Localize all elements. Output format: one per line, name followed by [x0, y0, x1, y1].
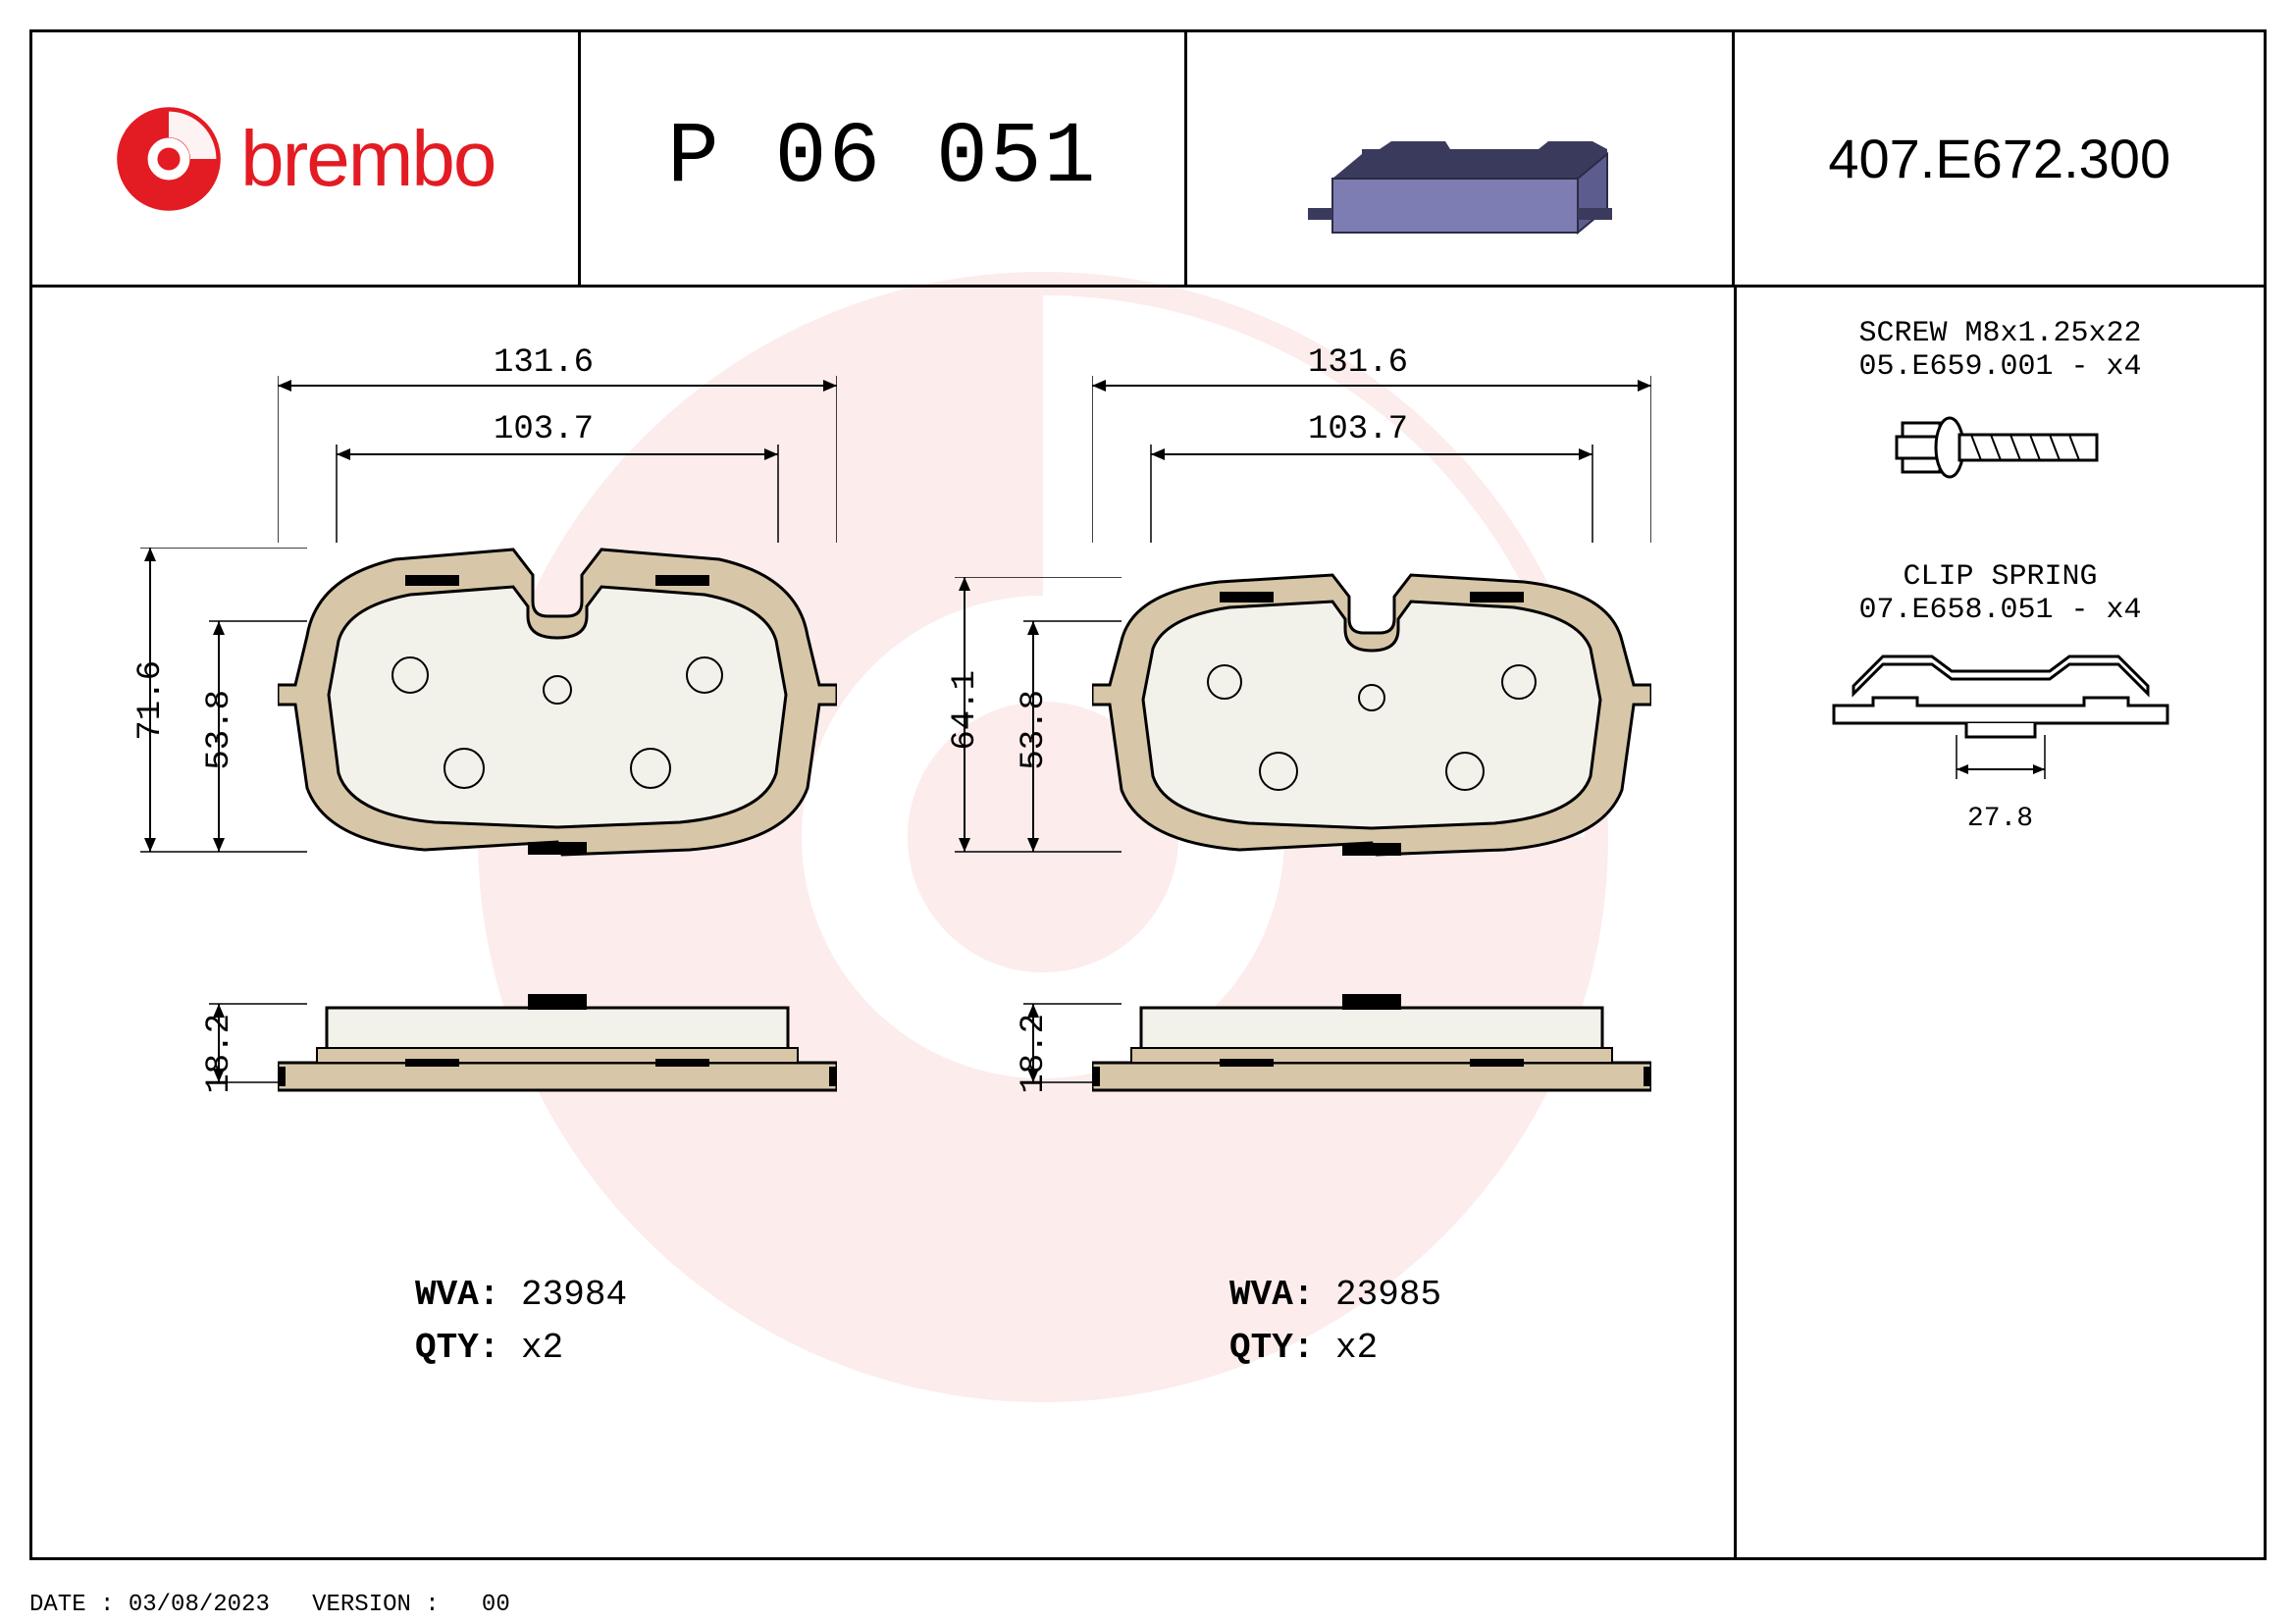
brembo-logo: brembo — [115, 105, 495, 213]
ref-code-cell: 407.E672.300 — [1735, 32, 2264, 285]
wva-label-right: WVA: — [1229, 1275, 1314, 1315]
pad-3d-render — [1254, 61, 1666, 257]
screw-block: SCREW M8x1.25x22 05.E659.001 - x4 — [1756, 317, 2244, 501]
part-number-cell: P 06 051 — [581, 32, 1187, 285]
clip-icon — [1814, 637, 2187, 794]
dim-w1-right: 131.6 — [1308, 344, 1408, 382]
logo-cell: brembo — [32, 32, 581, 285]
qty-label-left: QTY: — [415, 1328, 499, 1368]
doc-footer: DATE : 03/08/2023 VERSION : 00 — [29, 1592, 510, 1618]
brembo-mark-icon — [115, 105, 223, 213]
pad-side-right — [1092, 994, 1651, 1102]
dim-h2-left: 53.8 — [201, 690, 238, 770]
render-cell — [1187, 32, 1736, 285]
dim-t-left: 18.2 — [201, 1014, 238, 1094]
spec-right: WVA: 23985 QTY: x2 — [1229, 1269, 1441, 1375]
sidebar: SCREW M8x1.25x22 05.E659.001 - x4 CLIP S… — [1734, 288, 2264, 1560]
screw-code: 05.E659.001 - x4 — [1756, 350, 2244, 384]
dim-w2-left: 103.7 — [494, 411, 594, 448]
pad-face-left — [278, 548, 837, 862]
screw-title: SCREW M8x1.25x22 — [1756, 317, 2244, 350]
qty-right: x2 — [1335, 1328, 1378, 1368]
date-value: 03/08/2023 — [129, 1592, 270, 1618]
clip-width: 27.8 — [1756, 804, 2244, 834]
dim-t-right: 18.2 — [1016, 1014, 1053, 1094]
main-area: 131.6 103.7 71.6 53.8 — [32, 288, 2264, 1560]
clip-block: CLIP SPRING 07.E658.051 - x4 27.8 — [1756, 560, 2244, 834]
ref-code: 407.E672.300 — [1828, 127, 2170, 190]
spec-left: WVA: 23984 QTY: x2 — [415, 1269, 627, 1375]
screw-icon — [1873, 393, 2128, 501]
drawing-sheet: brembo P 06 051 407.E672.300 — [29, 29, 2267, 1560]
version-label: VERSION : — [312, 1592, 440, 1618]
qty-label-right: QTY: — [1229, 1328, 1314, 1368]
clip-title: CLIP SPRING — [1756, 560, 2244, 594]
dim-h1-left: 71.6 — [132, 660, 170, 741]
wva-label-left: WVA: — [415, 1275, 499, 1315]
date-label: DATE : — [29, 1592, 114, 1618]
wva-right: 23985 — [1335, 1275, 1441, 1315]
clip-code: 07.E658.051 - x4 — [1756, 594, 2244, 627]
version-value: 00 — [482, 1592, 510, 1618]
dim-h2-right: 53.8 — [1016, 690, 1053, 770]
brand-name: brembo — [240, 114, 495, 204]
dim-w2-right: 103.7 — [1308, 411, 1408, 448]
part-number: P 06 051 — [667, 110, 1097, 207]
qty-left: x2 — [521, 1328, 563, 1368]
pad-face-right — [1092, 572, 1651, 862]
dim-h1-right: 64.1 — [947, 670, 984, 751]
header-row: brembo P 06 051 407.E672.300 — [32, 32, 2264, 288]
wva-left: 23984 — [521, 1275, 627, 1315]
pad-side-left — [278, 994, 837, 1102]
dim-w1-left: 131.6 — [494, 344, 594, 382]
